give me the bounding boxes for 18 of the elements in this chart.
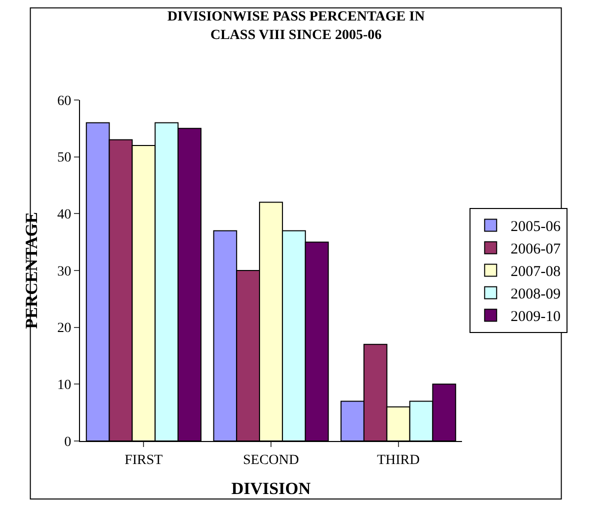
chart-title: DIVISIONWISE PASS PERCENTAGE IN CLASS VIII SINCE 2005-06: [167, 10, 425, 43]
legend-label: 2006-07: [510, 242, 562, 258]
y-tick-label: 60: [57, 94, 72, 109]
y-tick-label: 40: [57, 208, 72, 223]
legend-label: 2008-09: [510, 286, 561, 303]
y-axis-title: PERCENTAGE: [22, 212, 41, 329]
legend-label: 2007-08: [510, 264, 561, 280]
y-tick-label: 10: [57, 378, 72, 394]
x-axis-title: DIVISION: [231, 479, 312, 498]
y-tick-label: 20: [57, 321, 72, 336]
x-tick-label: SECOND: [242, 452, 300, 468]
legend-label: 2005-06: [510, 219, 562, 236]
legend-label: 2009-10: [510, 309, 561, 326]
y-tick-label: 0: [64, 434, 72, 450]
y-tick-label: 30: [57, 264, 72, 280]
x-tick-label: THIRD: [376, 452, 420, 468]
y-tick-label: 50: [57, 150, 72, 166]
x-tick-label: FIRST: [124, 452, 164, 468]
